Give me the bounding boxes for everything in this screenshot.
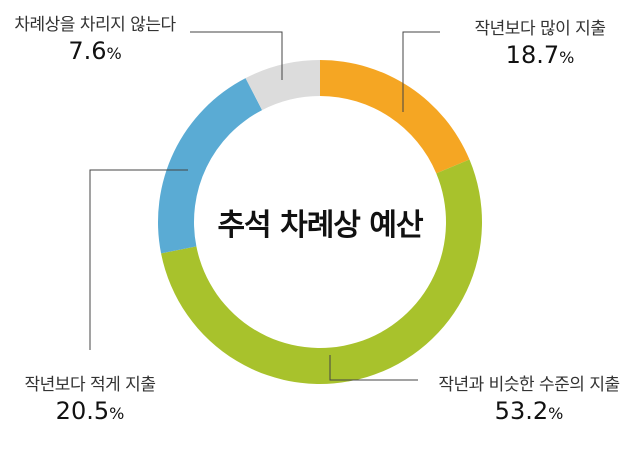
slice-value: 53.2% bbox=[494, 397, 564, 425]
donut-slice-0 bbox=[320, 60, 470, 174]
slice-label-more-spending: 작년보다 많이 지출 18.7% bbox=[440, 14, 640, 69]
slice-label-less-spending: 작년보다 적게 지출 20.5% bbox=[0, 370, 180, 425]
donut-slice-1 bbox=[161, 159, 482, 385]
leader-line-2 bbox=[89, 169, 188, 350]
slice-value: 7.6% bbox=[68, 37, 122, 65]
slice-label-no-table: 차례상을 차리지 않는다 7.6% bbox=[0, 10, 190, 65]
slice-name: 작년보다 많이 지출 bbox=[474, 19, 606, 39]
slice-name: 차례상을 차리지 않는다 bbox=[14, 15, 176, 35]
slice-value: 20.5% bbox=[55, 397, 125, 425]
leader-line-3 bbox=[190, 31, 283, 80]
slice-name: 작년과 비슷한 수준의 지출 bbox=[438, 375, 620, 395]
donut-slice-2 bbox=[158, 78, 263, 254]
donut-slice-3 bbox=[245, 60, 320, 111]
leader-line-0 bbox=[402, 31, 440, 112]
donut-slices bbox=[158, 60, 482, 385]
leader-lines bbox=[89, 31, 440, 381]
slice-name: 작년보다 적게 지출 bbox=[24, 375, 156, 395]
chart-title: 추석 차례상 예산 bbox=[217, 208, 423, 243]
leader-line-1 bbox=[329, 355, 418, 381]
slice-value: 18.7% bbox=[505, 41, 575, 69]
slice-label-similar-spending: 작년과 비슷한 수준의 지출 53.2% bbox=[418, 370, 640, 425]
